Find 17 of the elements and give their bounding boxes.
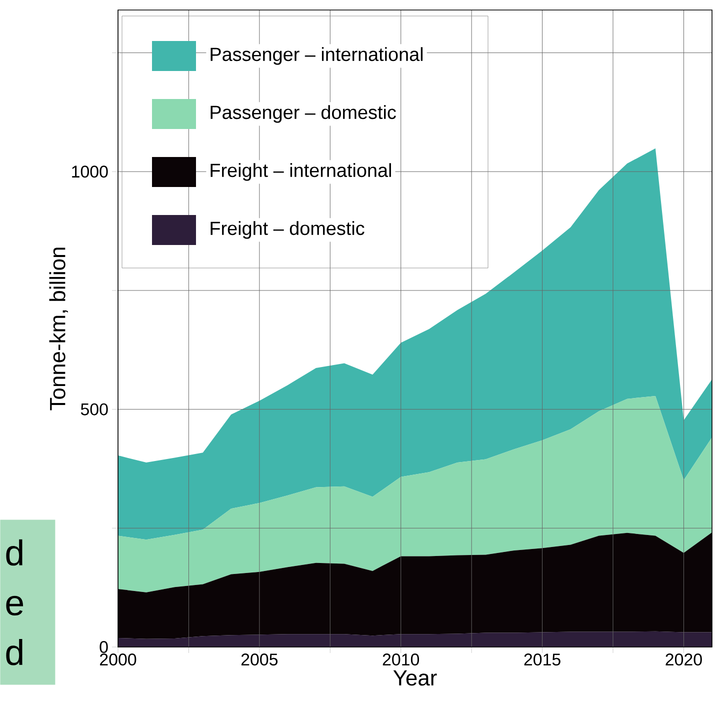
x-tick-label: 2010 bbox=[382, 654, 420, 666]
y-tick-label: 1000 bbox=[72, 166, 108, 178]
x-tick-label: 2005 bbox=[241, 654, 278, 666]
text: e bbox=[6, 596, 24, 616]
legend-label: Passenger – international bbox=[210, 47, 423, 65]
x-tick-label: 2000 bbox=[100, 654, 136, 666]
legend-label: Freight – domestic bbox=[210, 221, 364, 239]
x-axis-title: Year bbox=[393, 670, 437, 686]
x-tick-label: 2015 bbox=[524, 654, 560, 666]
legend-label: Passenger – domestic bbox=[210, 105, 396, 123]
x-tick-label: 2020 bbox=[666, 654, 702, 666]
y-tick-label: 500 bbox=[80, 403, 108, 416]
y-tick-label: 0 bbox=[100, 641, 108, 653]
text: d bbox=[6, 539, 22, 566]
y-axis-title: Tonne-km, billion bbox=[49, 248, 68, 410]
legend-label: Freight – international bbox=[210, 163, 391, 181]
text: d bbox=[6, 638, 22, 666]
